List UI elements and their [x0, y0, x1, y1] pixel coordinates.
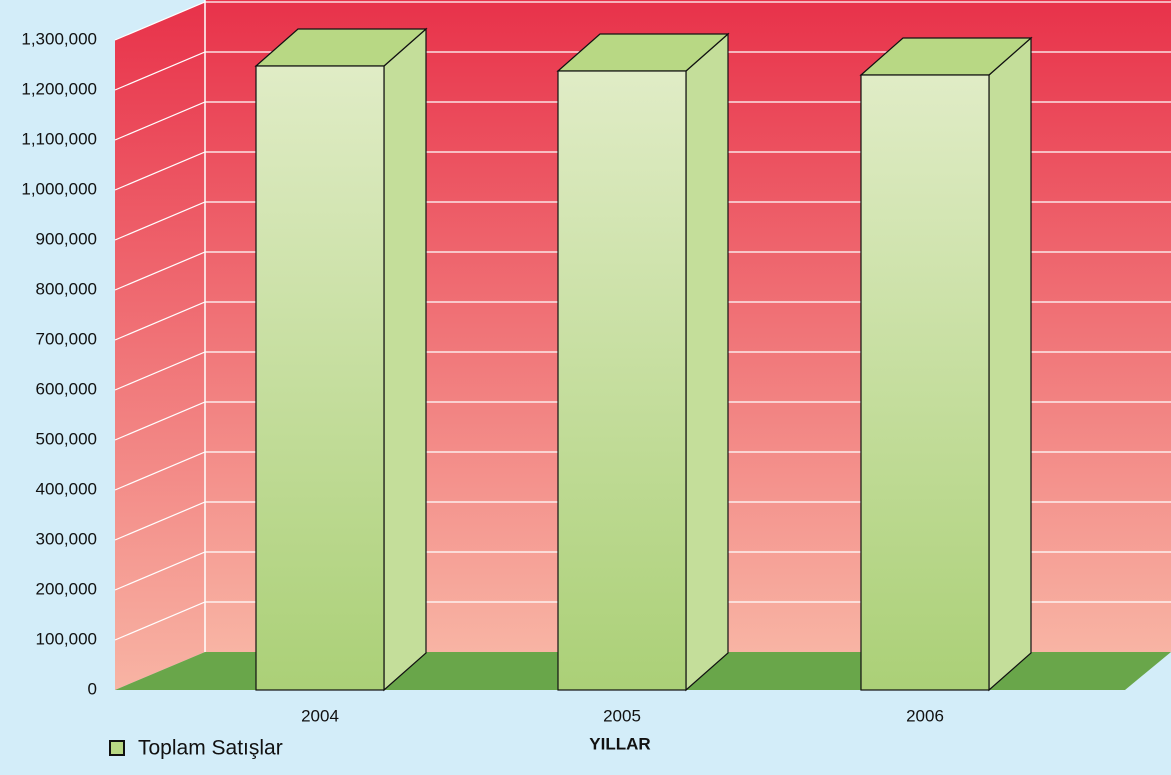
- grid-line: [114, 551, 1171, 591]
- grid-line: [114, 251, 1171, 291]
- y-tick-label: 100,000: [36, 629, 97, 648]
- bar-side: [383, 27, 427, 692]
- bar: [255, 65, 385, 691]
- y-tick-label: 900,000: [36, 229, 97, 248]
- x-tick-label: 2006: [906, 706, 944, 725]
- y-tick-label: 1,200,000: [21, 79, 97, 98]
- y-tick-label: 600,000: [36, 379, 97, 398]
- side-wall: [115, 2, 205, 690]
- grid-line: [114, 201, 1171, 241]
- y-tick-label: 300,000: [36, 529, 97, 548]
- grid-line: [114, 301, 1171, 341]
- grid-line: [114, 1, 1171, 41]
- legend-label: Toplam Satışlar: [138, 737, 283, 760]
- grid-line: [114, 501, 1171, 541]
- legend-swatch: [109, 740, 125, 756]
- y-tick-label: 1,000,000: [21, 179, 97, 198]
- bar-side: [685, 32, 729, 692]
- grid-line: [114, 401, 1171, 441]
- y-tick-label: 1,100,000: [21, 129, 97, 148]
- grid-line: [114, 51, 1171, 91]
- y-tick-label: 1,300,000: [21, 29, 97, 48]
- bar: [557, 70, 687, 691]
- y-tick-label: 200,000: [36, 579, 97, 598]
- x-axis-title: YILLAR: [589, 734, 650, 753]
- y-tick-label: 700,000: [36, 329, 97, 348]
- y-tick-label: 800,000: [36, 279, 97, 298]
- y-tick-label: 400,000: [36, 479, 97, 498]
- x-tick-label: 2004: [301, 706, 339, 725]
- y-tick-label: 500,000: [36, 429, 97, 448]
- grid-line: [114, 101, 1171, 141]
- x-tick-label: 2005: [603, 706, 641, 725]
- grid-line: [114, 451, 1171, 491]
- grid-line: [114, 151, 1171, 191]
- grid-line: [114, 601, 1171, 641]
- grid-line: [114, 351, 1171, 391]
- y-tick-label: 0: [88, 679, 97, 698]
- bar: [860, 74, 990, 691]
- bar-side: [988, 36, 1032, 692]
